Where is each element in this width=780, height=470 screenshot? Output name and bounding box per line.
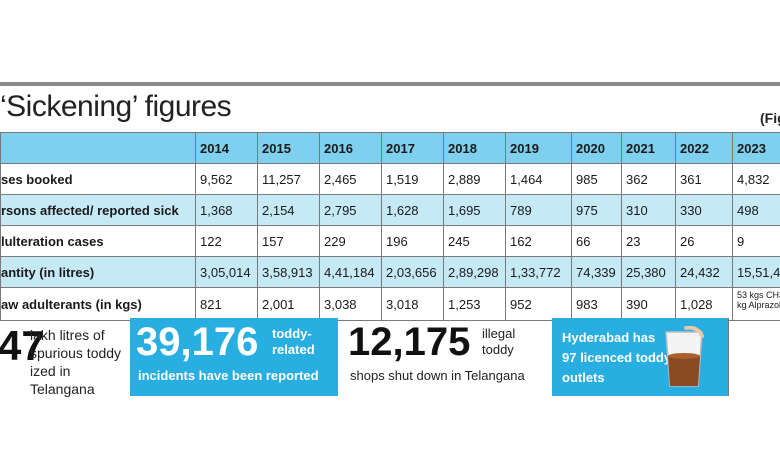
year-header: 2015	[257, 132, 320, 164]
table-cell: 2,89,298	[443, 256, 506, 288]
table-cell: 11,257	[257, 163, 320, 195]
table-cell: 245	[443, 225, 506, 257]
table-cell: 162	[505, 225, 572, 257]
fact-text: Hyderabad has 97 licenced toddy outlets	[562, 330, 672, 385]
table-cell: 2,154	[257, 194, 320, 226]
fact-number: 39,176	[136, 320, 259, 364]
table-cell: 362	[621, 163, 676, 195]
table-cell: 498	[732, 194, 780, 226]
table-cell: 9	[732, 225, 780, 257]
fact-side-text: toddy- related	[272, 326, 315, 357]
table-header-row: 2014 2015 2016 2017 2018 2019 2020 2021 …	[0, 132, 780, 164]
table-cell: 310	[621, 194, 676, 226]
table-row: lulteration cases 122 157 229 196 245 16…	[0, 225, 780, 257]
fact-box-shops: 12,175 illegal toddy shops shut down in …	[340, 318, 550, 396]
year-header: 2018	[443, 132, 506, 164]
table-cell: 1,028	[675, 287, 733, 321]
fact-box-incidents: 39,176 toddy- related incidents have bee…	[130, 318, 338, 396]
table-cell: 122	[195, 225, 258, 257]
year-header: 2019	[505, 132, 572, 164]
table-cell: 66	[571, 225, 622, 257]
table-cell: 952	[505, 287, 572, 321]
row-label: lulteration cases	[0, 225, 196, 257]
table-cell: 3,018	[381, 287, 444, 321]
divider	[728, 318, 729, 396]
header-blank	[0, 132, 196, 164]
table-cell: 3,038	[319, 287, 382, 321]
table-cell: 1,464	[505, 163, 572, 195]
year-header: 2014	[195, 132, 258, 164]
table-row: ses booked 9,562 11,257 2,465 1,519 2,88…	[0, 163, 780, 195]
year-header: 2017	[381, 132, 444, 164]
page-title: ‘Sickening’ figures	[0, 90, 232, 123]
table-cell: 53 kgs CH38 kg Alprazol	[732, 287, 780, 321]
table-cell: 15,51,4	[732, 256, 780, 288]
table-cell: 2,795	[319, 194, 382, 226]
top-rule	[0, 82, 780, 86]
table-cell: 25,380	[621, 256, 676, 288]
figure-note: (Fig	[760, 110, 780, 126]
table-cell: 2,001	[257, 287, 320, 321]
table-cell: 983	[571, 287, 622, 321]
table-cell: 1,519	[381, 163, 444, 195]
year-header: 2016	[319, 132, 382, 164]
fact-number: 47	[0, 322, 45, 369]
table-cell: 1,695	[443, 194, 506, 226]
table-cell: 789	[505, 194, 572, 226]
year-header: 2021	[621, 132, 676, 164]
fact-text: lakh litres of spurious toddy ized in Te…	[30, 327, 122, 397]
table-cell: 985	[571, 163, 622, 195]
table-cell: 4,832	[732, 163, 780, 195]
table-cell: 1,33,772	[505, 256, 572, 288]
table-row: rsons affected/ reported sick 1,368 2,15…	[0, 194, 780, 226]
fact-bottom-text: incidents have been reported	[138, 368, 319, 383]
year-header: 2022	[675, 132, 733, 164]
row-label: ses booked	[0, 163, 196, 195]
table-cell: 821	[195, 287, 258, 321]
table-cell: 1,253	[443, 287, 506, 321]
table-cell: 26	[675, 225, 733, 257]
table-row: antity (in litres) 3,05,014 3,58,913 4,4…	[0, 256, 780, 288]
table-row: aw adulterants (in kgs) 821 2,001 3,038 …	[0, 287, 780, 321]
table-cell: 74,339	[571, 256, 622, 288]
fact-side-text: illegal toddy	[482, 326, 516, 357]
table-cell: 975	[571, 194, 622, 226]
table-cell: 330	[675, 194, 733, 226]
year-header: 2020	[571, 132, 622, 164]
table-cell: 361	[675, 163, 733, 195]
toddy-glass-icon	[665, 326, 704, 387]
table-cell: 390	[621, 287, 676, 321]
table-cell: 1,628	[381, 194, 444, 226]
row-label: aw adulterants (in kgs)	[0, 287, 196, 321]
table-cell: 1,368	[195, 194, 258, 226]
table-cell: 3,05,014	[195, 256, 258, 288]
fact-box-seized: 47 lakh litres of spurious toddy ized in…	[0, 318, 130, 397]
data-table: 2014 2015 2016 2017 2018 2019 2020 2021 …	[0, 132, 780, 321]
table-cell: 2,03,656	[381, 256, 444, 288]
fact-number: 12,175	[348, 320, 471, 364]
table-cell: 4,41,184	[319, 256, 382, 288]
year-header: 2023	[732, 132, 780, 164]
table-cell: 9,562	[195, 163, 258, 195]
row-label: antity (in litres)	[0, 256, 196, 288]
table-cell: 23	[621, 225, 676, 257]
table-cell: 2,889	[443, 163, 506, 195]
fact-bottom-text: shops shut down in Telangana	[350, 368, 525, 383]
table-cell: 24,432	[675, 256, 733, 288]
table-cell: 196	[381, 225, 444, 257]
table-cell: 3,58,913	[257, 256, 320, 288]
table-cell: 157	[257, 225, 320, 257]
row-label: rsons affected/ reported sick	[0, 194, 196, 226]
table-cell: 2,465	[319, 163, 382, 195]
table-cell: 229	[319, 225, 382, 257]
